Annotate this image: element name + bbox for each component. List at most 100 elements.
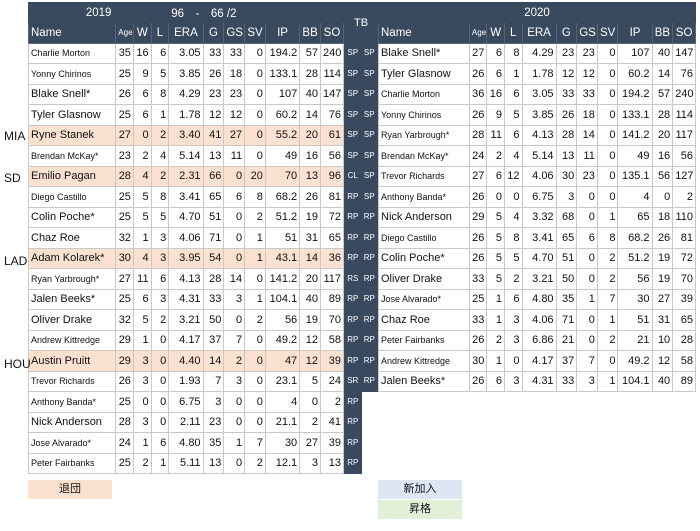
table-row: Diego Castillo 26 5 8 3.41 65 6 8 68.2 26 81 <box>378 227 696 249</box>
cell-g: 37 <box>555 350 578 372</box>
cell-gs: 12 <box>576 63 598 85</box>
tb-role-r: RP <box>360 370 378 392</box>
cell-ip: 51 <box>264 227 301 249</box>
cell-sv: 0 <box>596 63 619 85</box>
cell-era: 4.13 <box>168 268 204 290</box>
cell-so: 39 <box>672 288 696 310</box>
cell-age: 25 <box>115 288 134 310</box>
tb-role-l: SP <box>344 62 362 84</box>
cell-age: 25 <box>115 206 134 228</box>
cell-sv: 0 <box>596 124 619 146</box>
cell-gs: 33 <box>576 83 598 105</box>
col-era: ERA <box>521 22 557 44</box>
cell-name: Charlie Morton <box>378 83 470 105</box>
cell-gs: 27 <box>223 124 246 146</box>
table-row: Jose Alvarado* 24 1 6 4.80 35 1 7 30 27 39 <box>27 432 345 454</box>
cell-w: 6 <box>486 165 505 187</box>
cell-w: 6 <box>486 370 505 392</box>
tb-role-l: SP <box>344 103 362 125</box>
cell-name: Chaz Roe <box>378 309 470 331</box>
cell-ip: 49.2 <box>264 329 301 351</box>
cell-gs: 0 <box>576 186 598 208</box>
cell-age: 29 <box>115 350 134 372</box>
cell-gs: 3 <box>223 288 246 310</box>
cell-l: 6 <box>503 288 523 310</box>
cell-ip: 30 <box>264 432 301 454</box>
cell-gs: 11 <box>576 145 598 167</box>
cell-era: 3.21 <box>168 309 204 331</box>
tb-row: RP RP <box>344 288 378 310</box>
cell-so: 39 <box>319 350 345 372</box>
cell-l: 8 <box>150 186 170 208</box>
cell-l: 5 <box>150 206 170 228</box>
cell-w: 5 <box>486 206 505 228</box>
cell-ip: 51.2 <box>264 206 301 228</box>
cell-era: 4.70 <box>168 206 204 228</box>
cell-era: 3.40 <box>168 124 204 146</box>
cell-bb: 57 <box>299 42 321 64</box>
cell-age: 28 <box>115 165 134 187</box>
cell-bb: 18 <box>651 206 674 228</box>
cell-sv: 2 <box>596 247 619 269</box>
table-row: Trevor Richards 27 6 12 4.06 30 23 0 135.1 56 127 <box>378 165 696 187</box>
cell-age: 26 <box>468 227 488 249</box>
cell-sv: 0 <box>596 350 619 372</box>
tb-row: CL SP <box>344 165 378 187</box>
cell-g: 66 <box>202 165 225 187</box>
tb-role-l: RP <box>344 247 362 269</box>
roster-2020-table: 2020 Name Age W L ERA G GS SV IP BB SO B… <box>378 2 696 392</box>
cell-era: 3.41 <box>168 186 204 208</box>
cell-bb: 28 <box>299 63 321 85</box>
cell-bb: 5 <box>299 370 321 392</box>
cell-bb: 19 <box>299 206 321 228</box>
cell-age: 27 <box>115 268 134 290</box>
tb-role-l: SP <box>344 144 362 166</box>
cell-l: 12 <box>503 165 523 187</box>
cell-era: 6.75 <box>168 391 204 413</box>
cell-so: 76 <box>672 63 696 85</box>
cell-ip: 65 <box>617 206 653 228</box>
cell-sv: 1 <box>244 288 266 310</box>
cell-g: 35 <box>202 432 225 454</box>
cell-age: 30 <box>115 247 134 269</box>
cell-gs: 23 <box>576 42 598 64</box>
cell-l: 6 <box>503 124 523 146</box>
cell-age: 26 <box>468 247 488 269</box>
cell-w: 6 <box>132 288 152 310</box>
cell-sv: 20 <box>244 165 266 187</box>
cell-so: 13 <box>319 452 345 474</box>
cell-sv: 0 <box>244 411 266 433</box>
cell-w: 1 <box>132 329 152 351</box>
cell-ip: 133.1 <box>617 104 653 126</box>
cell-name: Trevor Richards <box>378 165 470 187</box>
cell-w: 5 <box>486 227 505 249</box>
cell-l: 3 <box>150 227 170 249</box>
table-row: Ryne Stanek 27 0 2 3.40 41 27 0 55.2 20 61 <box>27 124 345 146</box>
cell-l: 0 <box>150 370 170 392</box>
cell-era: 4.70 <box>521 247 557 269</box>
cell-w: 4 <box>132 165 152 187</box>
tb-empty <box>361 432 378 453</box>
cell-l: 6 <box>150 42 170 64</box>
cell-name: Diego Castillo <box>378 227 470 249</box>
team-label-hou: HOU <box>4 357 31 371</box>
cell-g: 33 <box>555 370 578 392</box>
cell-ip: 21 <box>617 329 653 351</box>
cell-gs: 0 <box>223 411 246 433</box>
tb-role-l: CL <box>344 165 362 187</box>
cell-era: 4.17 <box>168 329 204 351</box>
cell-w: 0 <box>132 391 152 413</box>
cell-ip: 49 <box>617 145 653 167</box>
cell-so: 240 <box>672 83 696 105</box>
cell-w: 3 <box>132 370 152 392</box>
table-row: Austin Pruitt 29 3 0 4.40 14 2 0 47 12 39 <box>27 350 345 372</box>
col-gs: GS <box>223 22 246 44</box>
cell-ip: 12.1 <box>264 452 301 474</box>
cell-era: 4.06 <box>168 227 204 249</box>
cell-w: 1 <box>132 227 152 249</box>
cell-bb: 40 <box>651 370 674 392</box>
cell-name: Emilio Pagan <box>27 165 117 187</box>
cell-name: Colin Poche* <box>378 247 470 269</box>
cell-name: Tyler Glasnow <box>27 104 117 126</box>
tb-row: SP SP <box>344 62 378 84</box>
